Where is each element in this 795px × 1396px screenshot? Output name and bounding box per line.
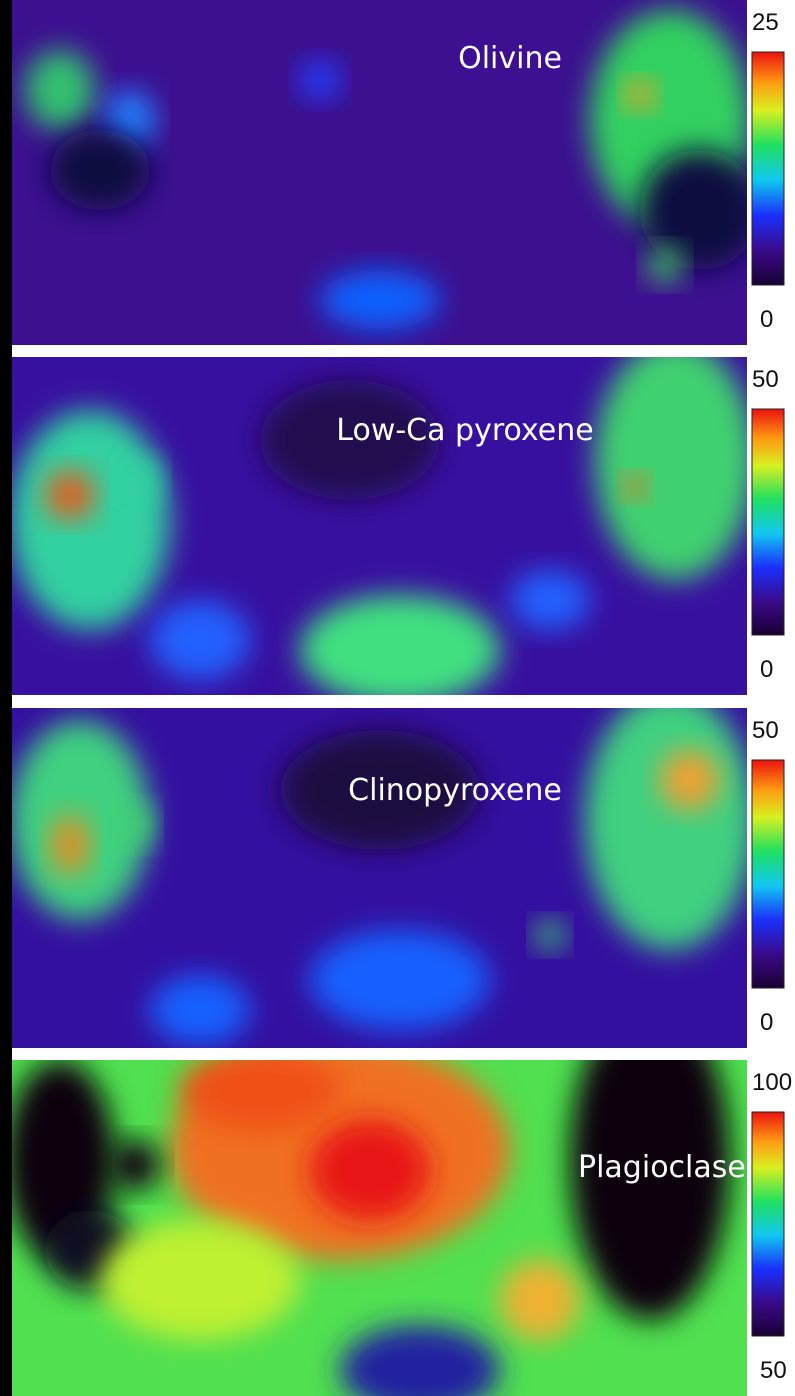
map-region — [120, 460, 160, 500]
map-image — [12, 708, 747, 1048]
map-region — [310, 930, 490, 1030]
map-region — [117, 805, 153, 845]
map-region — [280, 730, 480, 850]
panel-label: Clinopyroxene — [348, 773, 562, 808]
colorbar-max-label: 100 — [752, 1069, 792, 1096]
map-region — [50, 130, 150, 210]
map-region — [320, 270, 440, 330]
map-region — [110, 1140, 160, 1190]
colorbar-min-label: 0 — [760, 1009, 773, 1036]
map-region — [647, 247, 683, 283]
map-region — [12, 410, 170, 630]
panel-label: Low-Ca pyroxene — [336, 413, 593, 448]
map-region — [625, 80, 655, 110]
map-region — [535, 920, 565, 950]
panel-label: Olivine — [458, 41, 562, 76]
map-region — [12, 1060, 115, 1260]
map-region — [260, 380, 440, 500]
panel-label: Plagioclase — [578, 1150, 746, 1185]
map-region — [100, 1220, 300, 1340]
map-image — [12, 0, 747, 345]
colorbar-max-label: 50 — [752, 366, 779, 393]
map-region — [300, 595, 500, 695]
map-region — [510, 570, 590, 630]
map-region — [340, 1325, 500, 1396]
map-image — [12, 1060, 747, 1396]
colorbar-max-label: 25 — [752, 9, 779, 36]
map-region — [180, 1060, 340, 1130]
map-region — [500, 1260, 580, 1340]
map-region — [45, 470, 95, 520]
map-region — [150, 975, 250, 1045]
colorbar — [751, 1111, 785, 1337]
map-region — [640, 150, 747, 270]
map-region — [150, 600, 250, 680]
map-image — [12, 357, 747, 695]
map-region — [570, 1060, 730, 1320]
colorbar — [751, 408, 785, 636]
colorbar — [751, 759, 785, 989]
colorbar-max-label: 50 — [752, 717, 779, 744]
map-region — [300, 60, 340, 100]
map-region — [585, 708, 747, 950]
map-region — [623, 475, 647, 499]
map-region — [595, 357, 747, 580]
map-region — [50, 815, 90, 875]
colorbar-min-label: 0 — [760, 306, 773, 333]
colorbar — [751, 51, 785, 286]
colorbar-min-label: 50 — [760, 1357, 787, 1384]
map-region — [660, 750, 720, 810]
colorbar-min-label: 0 — [760, 656, 773, 683]
map-region — [310, 1120, 430, 1220]
left-border — [0, 0, 12, 1396]
map-region — [25, 50, 95, 130]
